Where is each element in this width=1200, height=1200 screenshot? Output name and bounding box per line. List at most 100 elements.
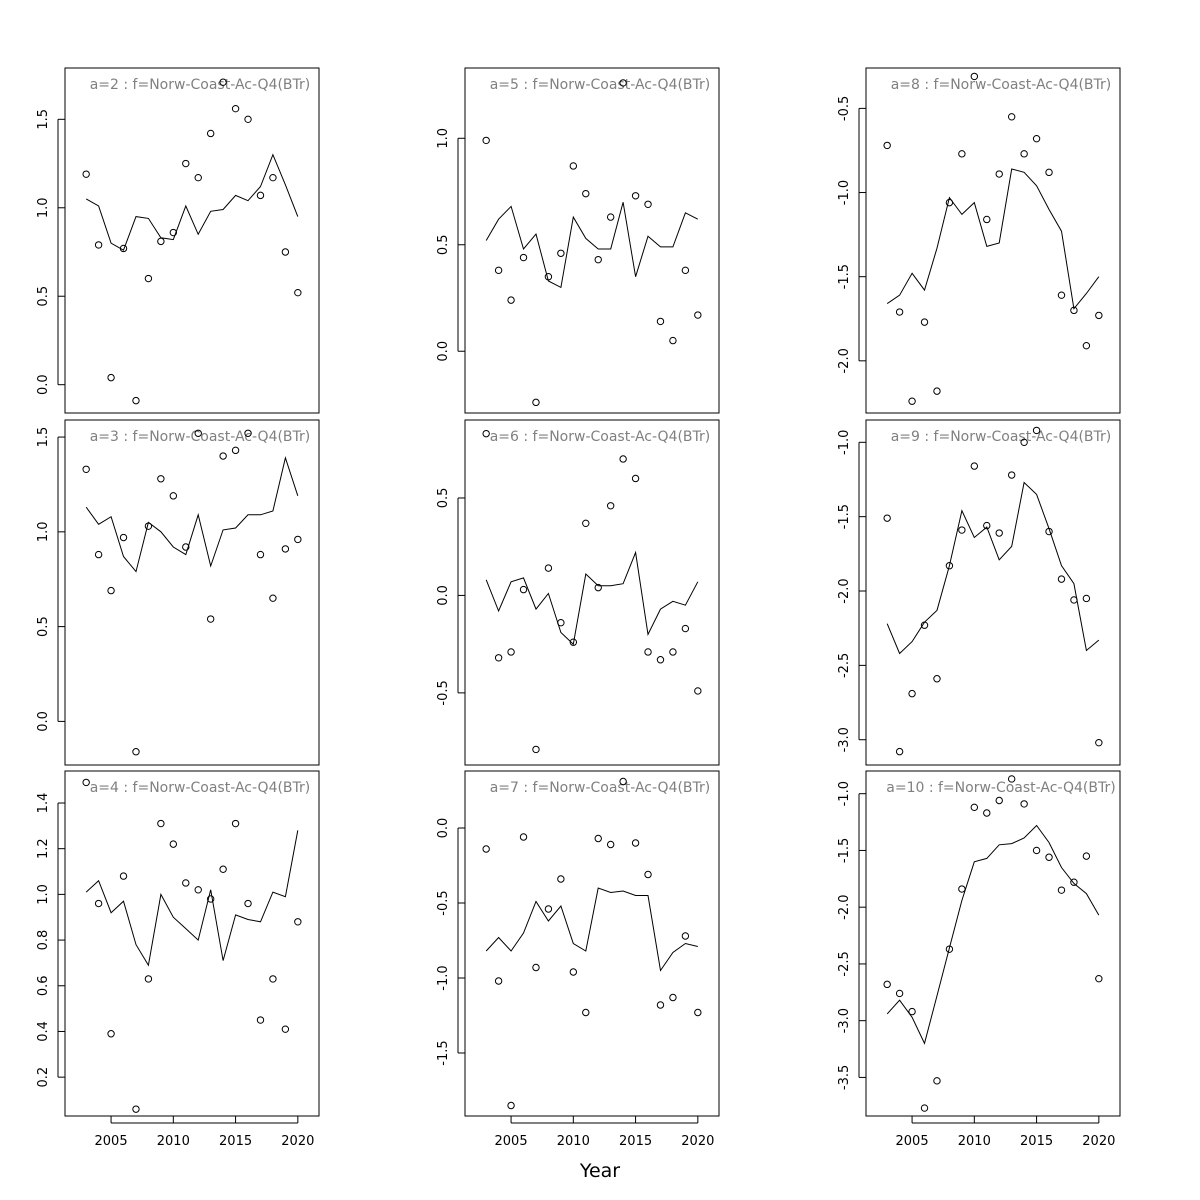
observed-point [669,336,677,345]
observed-point [582,519,590,528]
x-tick-label: 2010 [157,1134,190,1149]
y-tick-label: -0.5 [436,890,451,915]
observed-point [194,429,202,437]
panel-frame [464,770,720,1117]
panel-7: a=4 : f=Norw-Coast-Ac-Q4(BTr) 0.2 0.4 0.6 0.… [36,770,320,1149]
y-tick-label: -2.0 [837,578,852,603]
x-tick-label: 2020 [1082,1134,1115,1149]
panel-frame [464,67,720,414]
observed-point [1095,311,1103,320]
y-tick-label: 0.2 [36,1067,51,1088]
observed-point [1057,575,1066,583]
observed-point [107,373,115,382]
observed-point [194,886,202,894]
panel-title: a=10 : f=Norw-Coast-Ac-Q4(BTr) [886,780,1115,796]
observed-point [694,1008,702,1017]
observed-point [144,522,153,530]
observed-point [895,747,904,756]
observed-point [1007,113,1016,121]
observed-point [144,975,153,983]
x-tick-label: 2020 [681,1134,714,1149]
y-tick-label: -1.5 [837,504,852,529]
observed-point [132,748,140,756]
observed-point [519,253,528,262]
y-tick-label: -3.5 [837,1065,852,1090]
observed-point [945,198,954,207]
observed-point [644,870,652,879]
observed-point [945,945,954,953]
observed-point [631,839,640,847]
panel-title: a=5 : f=Norw-Coast-Ac-Q4(BTr) [490,77,711,93]
panel-4: a=3 : f=Norw-Coast-Ac-Q4(BTr) 0.0 0.5 1.0 1.… [36,419,320,766]
panel-title: a=6 : f=Norw-Coast-Ac-Q4(BTr) [490,429,711,445]
observed-point [544,905,553,913]
observed-point [294,288,302,297]
y-tick-label: 0.5 [36,616,51,637]
y-tick-label: 1.0 [436,128,451,149]
observed-point [694,311,702,319]
observed-point [669,993,677,1002]
panel-title: a=2 : f=Norw-Coast-Ac-Q4(BTr) [90,77,311,93]
observed-point [157,819,165,828]
observed-point [107,1030,115,1038]
observed-point [933,1077,941,1085]
y-tick-label: -1.0 [436,965,451,990]
observed-point [656,1001,665,1009]
observed-point [1045,527,1053,536]
observed-point [256,550,265,559]
y-tick-label: 0.0 [436,585,451,606]
observed-point [519,585,528,594]
observed-point [1045,168,1053,177]
observed-point [144,274,153,283]
observed-point [219,78,227,86]
fitted-line [485,202,699,289]
observed-point [606,213,615,221]
observed-point [594,834,602,843]
observed-point [82,170,90,178]
fitted-line [886,481,1100,655]
observed-point [94,550,103,559]
panel-3: a=8 : f=Norw-Coast-Ac-Q4(BTr) -2.0 -1.5 -1.… [837,67,1121,414]
panel-title: a=7 : f=Norw-Coast-Ac-Q4(BTr) [490,780,711,796]
observed-point [970,72,979,81]
observed-point [908,1007,916,1016]
observed-point [219,452,227,460]
observed-point [920,318,929,326]
observed-point [182,879,190,887]
observed-point [507,648,515,656]
fitted-line [886,824,1100,1045]
observed-point [494,977,503,985]
observed-point [507,1101,515,1110]
observed-point [494,266,503,275]
observed-point [281,1025,290,1033]
observed-point [895,989,904,998]
observed-point [194,173,202,182]
panel-title: a=9 : f=Norw-Coast-Ac-Q4(BTr) [891,429,1112,445]
observed-point [681,624,690,633]
observed-point [908,397,916,405]
panel-6: a=9 : f=Norw-Coast-Ac-Q4(BTr) -3.0 -2.5 -2.… [837,419,1121,766]
observed-point [631,474,640,483]
observed-point [256,191,265,200]
observed-point [482,429,490,438]
observed-point [995,170,1003,178]
observed-point [231,819,240,828]
observed-point [94,241,103,249]
panel-frame [865,770,1121,1117]
y-tick-label: 0.5 [436,488,451,509]
y-tick-label: -0.5 [837,96,852,121]
observed-point [669,648,677,656]
fitted-line [485,550,699,646]
observed-point [231,104,240,113]
observed-point [569,162,578,170]
panel-frame [64,419,320,766]
y-tick-label: 0.0 [36,374,51,395]
y-tick-label: 1.0 [36,884,51,905]
observed-point [557,875,565,883]
observed-point [1082,341,1091,350]
observed-point [1032,846,1041,855]
observed-point [269,975,277,983]
observed-point [107,586,115,595]
observed-point [82,465,90,473]
